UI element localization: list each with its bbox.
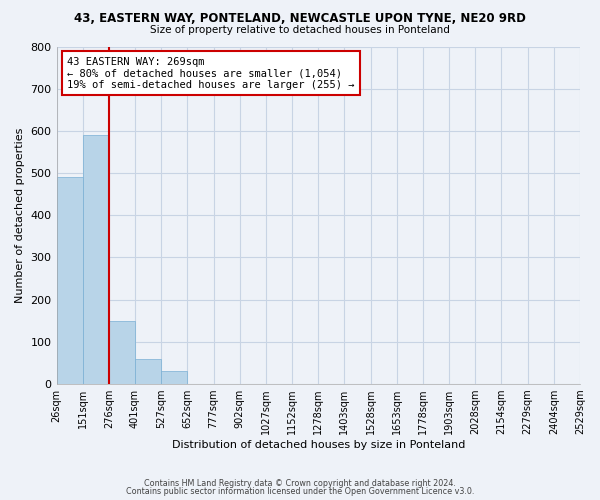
Text: Contains public sector information licensed under the Open Government Licence v3: Contains public sector information licen… (126, 487, 474, 496)
Text: Contains HM Land Registry data © Crown copyright and database right 2024.: Contains HM Land Registry data © Crown c… (144, 478, 456, 488)
Bar (161, 372, 187, 384)
Bar (135, 358, 161, 384)
Text: Size of property relative to detached houses in Ponteland: Size of property relative to detached ho… (150, 25, 450, 35)
Bar (56, 178, 83, 384)
Text: 43, EASTERN WAY, PONTELAND, NEWCASTLE UPON TYNE, NE20 9RD: 43, EASTERN WAY, PONTELAND, NEWCASTLE UP… (74, 12, 526, 26)
Y-axis label: Number of detached properties: Number of detached properties (15, 128, 25, 303)
Bar (109, 320, 135, 384)
X-axis label: Distribution of detached houses by size in Ponteland: Distribution of detached houses by size … (172, 440, 465, 450)
Text: 43 EASTERN WAY: 269sqm
← 80% of detached houses are smaller (1,054)
19% of semi-: 43 EASTERN WAY: 269sqm ← 80% of detached… (67, 56, 355, 90)
Bar (83, 135, 109, 384)
